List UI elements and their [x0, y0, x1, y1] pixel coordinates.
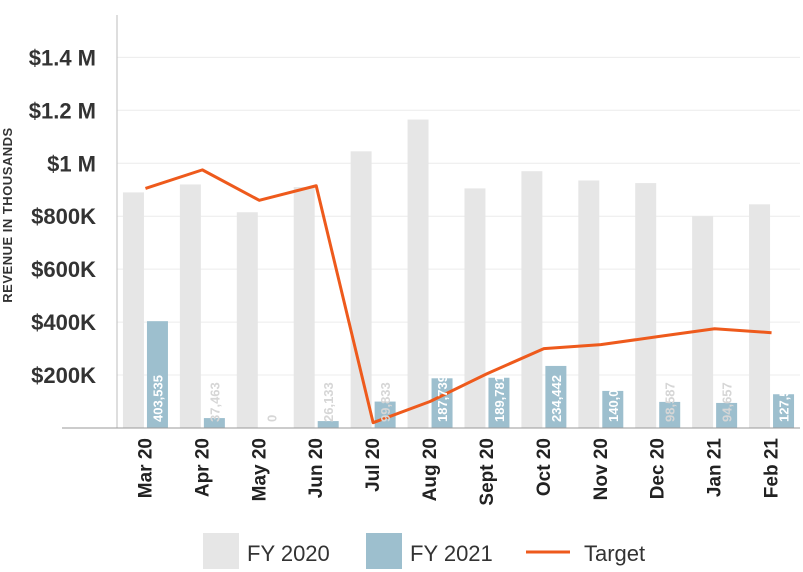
bar-fy2020: [236, 212, 258, 428]
x-tick-label: Jun 20: [306, 438, 327, 498]
bar-fy2020: [692, 216, 714, 428]
y-tick-label: $1 M: [47, 151, 96, 176]
bar-data-label: 127,509: [777, 375, 792, 422]
bar-data-label: 26,133: [321, 382, 336, 422]
bar-fy2020: [407, 119, 429, 428]
target-line-path: [144, 168, 772, 425]
x-tick-label: May 20: [249, 438, 270, 501]
bar-data-label: 98,587: [663, 382, 678, 422]
grid-lines: [117, 56, 800, 376]
bars: [122, 119, 795, 428]
bar-fy2020: [749, 204, 771, 428]
bar-fy2021: [716, 402, 738, 428]
legend-swatch-fy2021: [366, 533, 402, 569]
x-tick-label: Dec 20: [648, 438, 669, 499]
x-tick-label: Nov 20: [591, 438, 612, 500]
x-tick-label: Jul 20: [363, 438, 384, 492]
bar-data-label: 403,535: [150, 375, 165, 422]
x-tick-label: Jan 21: [705, 438, 726, 498]
bar-fy2020: [464, 188, 486, 428]
bar-data-label: 94,657: [720, 382, 735, 422]
legend-label-target: Target: [584, 541, 645, 566]
bar-fy2020: [521, 171, 543, 428]
x-tick-label: Oct 20: [534, 438, 555, 496]
bar-data-label: 187,739: [435, 375, 450, 422]
y-tick-label: $600K: [31, 257, 96, 282]
bar-fy2020: [293, 187, 315, 428]
legend-label-fy2020: FY 2020: [247, 541, 330, 566]
bar-fy2020: [635, 183, 657, 428]
y-tick-label: $400K: [31, 310, 96, 335]
bar-data-label: 140,090: [606, 375, 621, 422]
x-tick-label: Feb 21: [762, 438, 783, 499]
y-tick-label: $1.4 M: [29, 45, 96, 70]
bar-data-label: 0: [264, 415, 279, 422]
bar-fy2020: [122, 192, 144, 428]
bar-fy2021: [203, 418, 225, 428]
x-tick-label: Mar 20: [135, 438, 156, 498]
y-tick-label: $200K: [31, 363, 96, 388]
x-tick-label: Apr 20: [192, 438, 213, 497]
bar-data-label: 234,442: [549, 375, 564, 422]
bar-data-label: 37,463: [207, 382, 222, 422]
bar-fy2021: [431, 378, 453, 428]
bar-fy2021: [602, 390, 624, 428]
bar-data-label: 99,833: [378, 382, 393, 422]
y-axis: $200K $400K $600K $800K $1 M $1.2 M $1.4 M: [29, 15, 118, 428]
bar-fy2021: [317, 421, 339, 428]
data-labels: 403,535 37,463 0 26,133 99,833 187,739 189,781…: [150, 375, 791, 422]
y-tick-label: $1.2 M: [29, 98, 96, 123]
bar-fy2020: [179, 184, 201, 428]
bar-fy2021: [773, 394, 795, 428]
target-line: [144, 168, 772, 425]
x-tick-label: Sept 20: [477, 438, 498, 506]
bar-data-label: 189,781: [492, 375, 507, 422]
bar-fy2020: [578, 180, 600, 428]
bar-fy2021: [146, 321, 168, 428]
bar-fy2020: [350, 151, 372, 428]
legend-label-fy2021: FY 2021: [410, 541, 493, 566]
legend-swatch-fy2020: [203, 533, 239, 569]
bar-fy2021: [488, 377, 510, 428]
bar-fy2021: [659, 401, 681, 428]
y-tick-label: $800K: [31, 204, 96, 229]
x-axis: Mar 20 Apr 20 May 20 Jun 20 Jul 20 Aug 20 Sept…: [62, 427, 800, 506]
y-axis-title: REVENUE IN THOUSANDS: [0, 127, 15, 302]
legend: FY 2020 FY 2021 Target: [203, 533, 645, 569]
x-tick-label: Aug 20: [420, 438, 441, 501]
bar-fy2021: [545, 365, 567, 428]
